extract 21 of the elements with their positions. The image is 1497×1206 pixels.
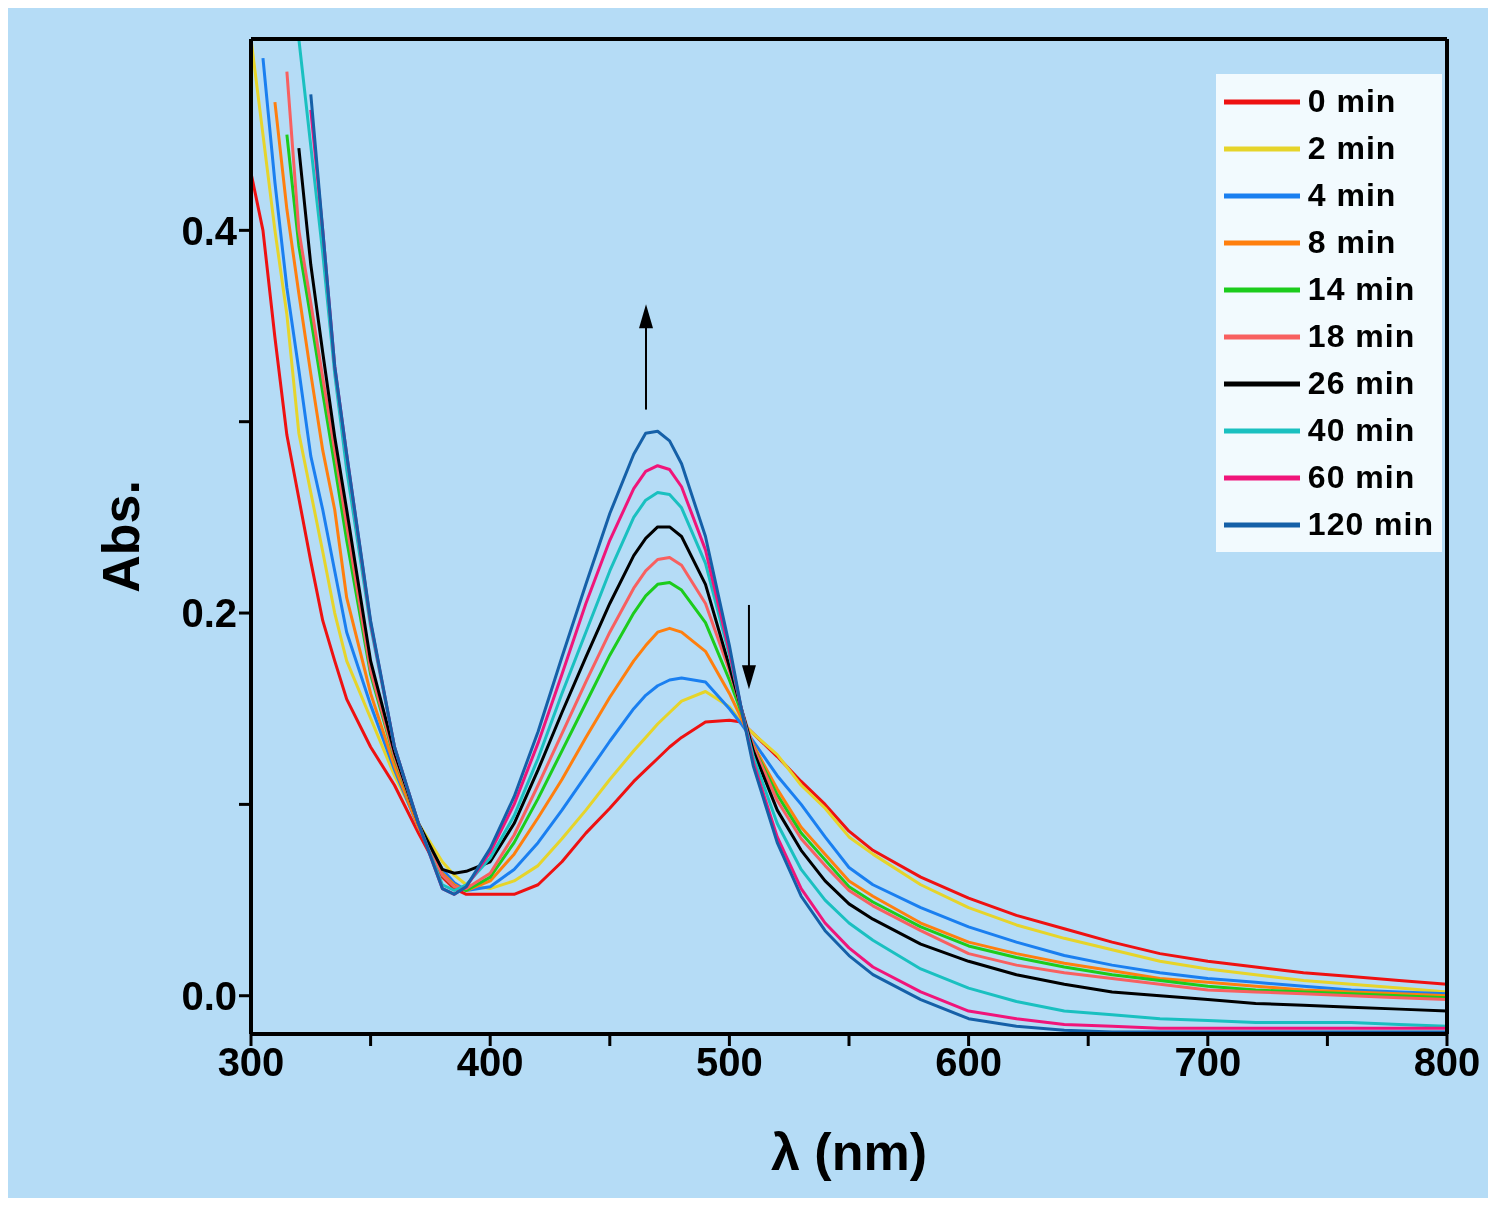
y-tick-label: 0.2 xyxy=(181,591,237,636)
legend-label: 120 min xyxy=(1307,506,1434,543)
legend-label: 8 min xyxy=(1307,224,1397,261)
x-axis-title: λ (nm) xyxy=(771,1123,927,1181)
y-tick-label: 0.0 xyxy=(181,973,237,1018)
legend-label: 60 min xyxy=(1307,459,1416,496)
legend-label: 26 min xyxy=(1307,365,1416,402)
x-tick-label: 600 xyxy=(935,1040,1002,1085)
legend-label: 18 min xyxy=(1307,318,1416,355)
legend-label: 4 min xyxy=(1307,177,1397,214)
x-tick-label: 700 xyxy=(1174,1040,1242,1085)
x-tick-label: 500 xyxy=(696,1040,763,1085)
x-tick-label: 400 xyxy=(456,1040,524,1085)
y-tick-label: 0.4 xyxy=(181,208,238,253)
legend-label: 14 min xyxy=(1307,271,1416,308)
x-tick-label: 800 xyxy=(1413,1040,1481,1085)
y-axis-title: Abs. xyxy=(92,480,151,593)
legend-label: 0 min xyxy=(1307,83,1397,120)
x-tick-label: 300 xyxy=(217,1040,285,1085)
legend-label: 40 min xyxy=(1307,412,1416,449)
legend-label: 2 min xyxy=(1307,130,1397,167)
